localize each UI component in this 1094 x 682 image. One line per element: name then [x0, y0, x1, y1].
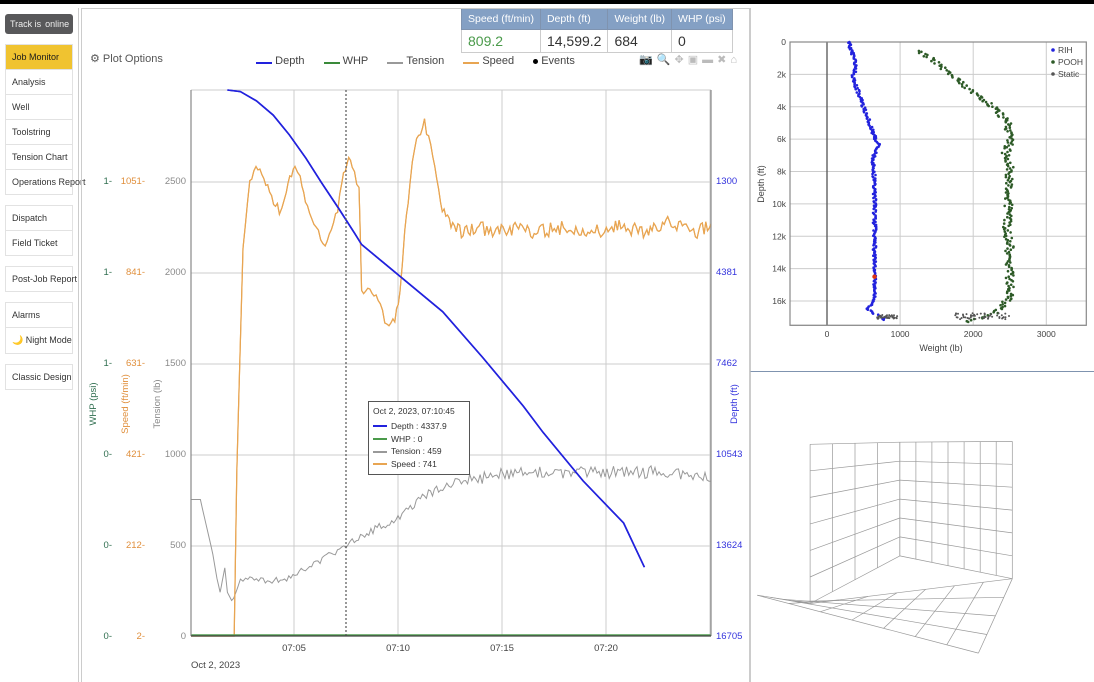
- svg-text:Depth (ft): Depth (ft): [756, 165, 766, 203]
- svg-text:0: 0: [181, 631, 186, 642]
- svg-text:6k: 6k: [777, 134, 787, 144]
- svg-text:10543: 10543: [716, 449, 742, 460]
- svg-text:2000: 2000: [964, 329, 983, 339]
- svg-text:500: 500: [170, 540, 186, 551]
- svg-text:12k: 12k: [772, 231, 786, 241]
- svg-text:841-: 841-: [126, 267, 145, 278]
- svg-text:10k: 10k: [772, 199, 786, 209]
- svg-text:2k: 2k: [777, 69, 787, 79]
- svg-text:3000: 3000: [1037, 329, 1056, 339]
- svg-text:Tension (lb): Tension (lb): [152, 379, 163, 428]
- svg-text:4381: 4381: [716, 267, 737, 278]
- svg-text:Static: Static: [1058, 69, 1080, 79]
- svg-text:0: 0: [781, 37, 786, 47]
- svg-text:WHP (psi): WHP (psi): [88, 382, 99, 425]
- svg-text:Oct 2, 2023: Oct 2, 2023: [191, 660, 240, 671]
- svg-text:07:10: 07:10: [386, 643, 410, 654]
- svg-text:1300: 1300: [716, 176, 737, 187]
- svg-text:Weight (lb): Weight (lb): [919, 343, 962, 353]
- svg-text:RIH: RIH: [1058, 45, 1073, 55]
- svg-text:POOH: POOH: [1058, 57, 1083, 67]
- svg-text:Speed (ft/min): Speed (ft/min): [120, 374, 131, 434]
- svg-text:1-: 1-: [104, 267, 112, 278]
- svg-text:2-: 2-: [137, 631, 145, 642]
- svg-text:2000: 2000: [165, 267, 186, 278]
- svg-text:1-: 1-: [104, 176, 112, 187]
- svg-text:4k: 4k: [777, 102, 787, 112]
- svg-text:1500: 1500: [165, 358, 186, 369]
- svg-text:0: 0: [825, 329, 830, 339]
- svg-text:631-: 631-: [126, 358, 145, 369]
- svg-text:07:15: 07:15: [490, 643, 514, 654]
- svg-text:16k: 16k: [772, 296, 786, 306]
- svg-text:0-: 0-: [104, 449, 112, 460]
- svg-text:07:20: 07:20: [594, 643, 618, 654]
- svg-text:1051-: 1051-: [121, 176, 145, 187]
- svg-text:1-: 1-: [104, 358, 112, 369]
- svg-text:2500: 2500: [165, 176, 186, 187]
- svg-text:0-: 0-: [104, 540, 112, 551]
- svg-text:07:05: 07:05: [282, 643, 306, 654]
- svg-text:1000: 1000: [165, 449, 186, 460]
- svg-text:16705: 16705: [716, 631, 742, 642]
- svg-text:13624: 13624: [716, 540, 742, 551]
- svg-text:1000: 1000: [891, 329, 910, 339]
- svg-text:421-: 421-: [126, 449, 145, 460]
- svg-text:14k: 14k: [772, 264, 786, 274]
- svg-text:212-: 212-: [126, 540, 145, 551]
- svg-text:7462: 7462: [716, 358, 737, 369]
- svg-text:0-: 0-: [104, 631, 112, 642]
- svg-text:Depth (ft): Depth (ft): [729, 384, 740, 424]
- svg-text:8k: 8k: [777, 167, 787, 177]
